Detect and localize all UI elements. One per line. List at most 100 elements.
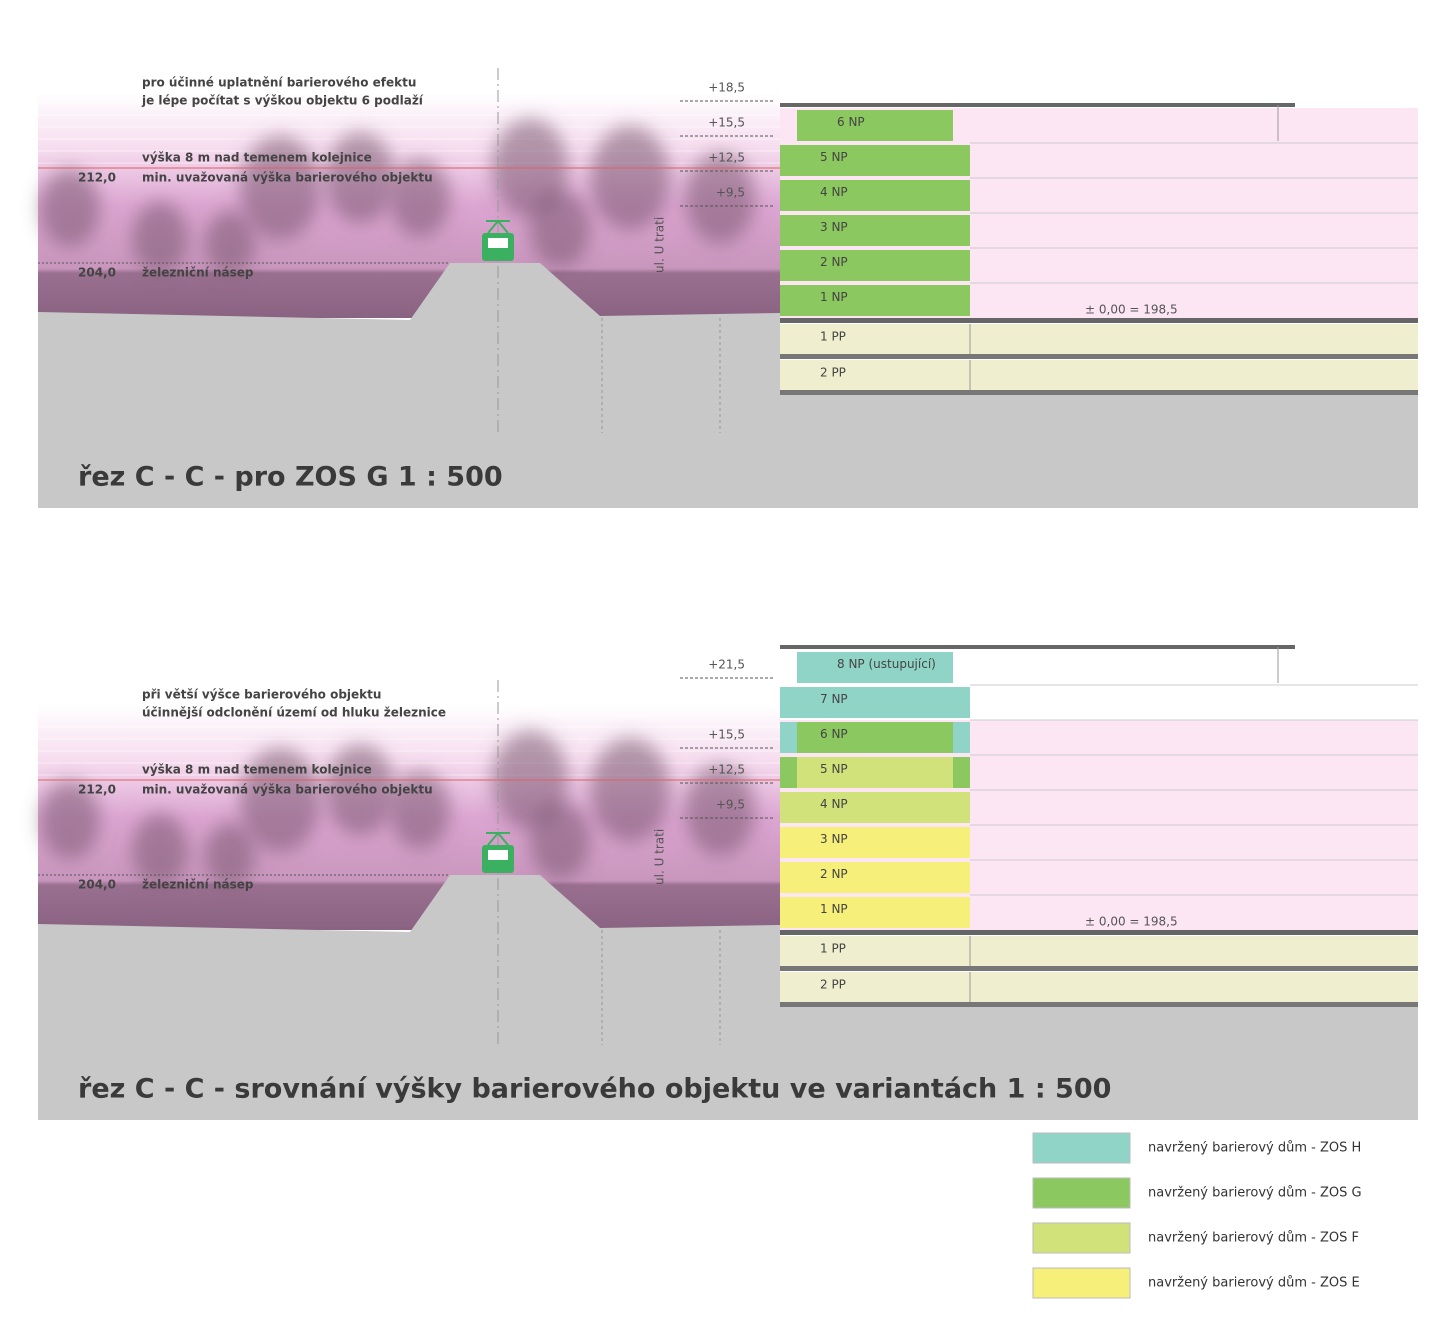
floor-label: 6 NP bbox=[837, 115, 865, 129]
floor-label: 4 NP bbox=[820, 185, 848, 199]
section-title: řez C - C - pro ZOS G 1 : 500 bbox=[78, 462, 503, 493]
floor bbox=[780, 250, 970, 281]
floor bbox=[780, 285, 970, 316]
tree bbox=[390, 159, 450, 237]
floor-label: 1 NP bbox=[820, 902, 848, 916]
floor-label: 6 NP bbox=[820, 727, 848, 741]
tree bbox=[40, 169, 100, 247]
elevation: 204,0 bbox=[78, 266, 116, 280]
floor bbox=[797, 652, 953, 683]
tree bbox=[132, 201, 188, 275]
ground-slab bbox=[780, 930, 1418, 935]
floor-label: 1 PP bbox=[820, 942, 846, 956]
floor-label: 2 NP bbox=[820, 867, 848, 881]
note: je lépe počítat s výškou objektu 6 podla… bbox=[141, 94, 424, 108]
level-label: +15,5 bbox=[708, 116, 745, 130]
basement-slab bbox=[780, 1002, 1418, 1007]
legend-label: navržený barierový dům - ZOS F bbox=[1148, 1231, 1359, 1246]
ground bbox=[38, 875, 780, 1120]
tree bbox=[530, 189, 590, 267]
note: pro účinné uplatnění barierového efektu bbox=[142, 76, 416, 90]
zero-level: ± 0,00 = 198,5 bbox=[1085, 915, 1178, 929]
floor-label: 7 NP bbox=[820, 692, 848, 706]
street-label: ul. U trati bbox=[653, 829, 667, 885]
floor-label: 2 PP bbox=[820, 978, 846, 992]
section-panel: pro účinné uplatnění barierového efektu j… bbox=[38, 28, 1418, 508]
note: při větší výšce barierového objektu bbox=[142, 688, 381, 702]
level-label: +12,5 bbox=[708, 763, 745, 777]
floor-label: 1 NP bbox=[820, 290, 848, 304]
basement bbox=[780, 972, 1418, 1002]
tree bbox=[590, 126, 670, 230]
legend-label: navržený barierový dům - ZOS H bbox=[1148, 1141, 1361, 1156]
level-label: +9,5 bbox=[716, 186, 745, 200]
ground bbox=[780, 388, 1418, 508]
level-label: +12,5 bbox=[708, 151, 745, 165]
note: účinnější odclonění území od hluku želez… bbox=[142, 706, 446, 720]
ground bbox=[38, 263, 780, 508]
floor-label: 5 NP bbox=[820, 150, 848, 164]
basement bbox=[780, 324, 1418, 354]
floor-label: 1 PP bbox=[820, 330, 846, 344]
floor-label: 4 NP bbox=[820, 797, 848, 811]
level-label: +18,5 bbox=[708, 81, 745, 95]
tree bbox=[240, 136, 320, 240]
basement-slab bbox=[780, 354, 1418, 359]
legend-label: navržený barierový dům - ZOS G bbox=[1148, 1186, 1362, 1201]
note: min. uvažovaná výška barierového objektu bbox=[142, 783, 433, 797]
floor-label: 8 NP (ustupující) bbox=[837, 657, 936, 671]
basement bbox=[780, 360, 1418, 390]
tree bbox=[132, 813, 188, 887]
legend-swatch bbox=[1032, 1177, 1131, 1209]
basement-slab bbox=[780, 966, 1418, 971]
zero-level: ± 0,00 = 198,5 bbox=[1085, 303, 1178, 317]
tree bbox=[325, 744, 395, 836]
note: min. uvažovaná výška barierového objektu bbox=[142, 171, 433, 185]
legend-swatch bbox=[1032, 1132, 1131, 1164]
note: železniční násep bbox=[142, 878, 254, 892]
ground bbox=[780, 1000, 1418, 1120]
level-label: +21,5 bbox=[708, 658, 745, 672]
floor bbox=[780, 827, 970, 858]
floor bbox=[797, 757, 953, 788]
tree bbox=[390, 771, 450, 849]
floor bbox=[780, 180, 970, 211]
floor bbox=[780, 145, 970, 176]
note: výška 8 m nad temenem kolejnice bbox=[142, 763, 372, 777]
note: výška 8 m nad temenem kolejnice bbox=[142, 151, 372, 165]
tree bbox=[240, 748, 320, 852]
ground-slab bbox=[780, 318, 1418, 323]
tree bbox=[590, 738, 670, 842]
floor bbox=[797, 110, 953, 141]
floor bbox=[780, 687, 970, 718]
basement bbox=[780, 936, 1418, 966]
tree bbox=[205, 822, 255, 888]
tree bbox=[530, 801, 590, 879]
level-label: +9,5 bbox=[716, 798, 745, 812]
floor-label: 3 NP bbox=[820, 832, 848, 846]
elevation: 212,0 bbox=[78, 171, 116, 185]
tram-window bbox=[488, 850, 508, 860]
tree bbox=[205, 210, 255, 276]
level-label: +15,5 bbox=[708, 728, 745, 742]
floor bbox=[780, 897, 970, 928]
tram-pantograph bbox=[486, 831, 510, 846]
tree bbox=[685, 152, 755, 244]
note: železniční násep bbox=[142, 266, 254, 280]
tree bbox=[685, 764, 755, 856]
tram-window bbox=[488, 238, 508, 248]
basement-slab bbox=[780, 390, 1418, 395]
section-title: řez C - C - srovnání výšky barierového o… bbox=[78, 1074, 1111, 1105]
legend-swatch bbox=[1032, 1267, 1131, 1299]
tram-pantograph bbox=[486, 219, 510, 234]
elevation: 212,0 bbox=[78, 783, 116, 797]
floor-label: 3 NP bbox=[820, 220, 848, 234]
elevation: 204,0 bbox=[78, 878, 116, 892]
floor-label: 5 NP bbox=[820, 762, 848, 776]
tree bbox=[325, 132, 395, 224]
street-label: ul. U trati bbox=[653, 217, 667, 273]
legend-label: navržený barierový dům - ZOS E bbox=[1148, 1276, 1360, 1291]
floor bbox=[780, 862, 970, 893]
section-panel: při větší výšce barierového objektu účinn… bbox=[38, 640, 1418, 1120]
